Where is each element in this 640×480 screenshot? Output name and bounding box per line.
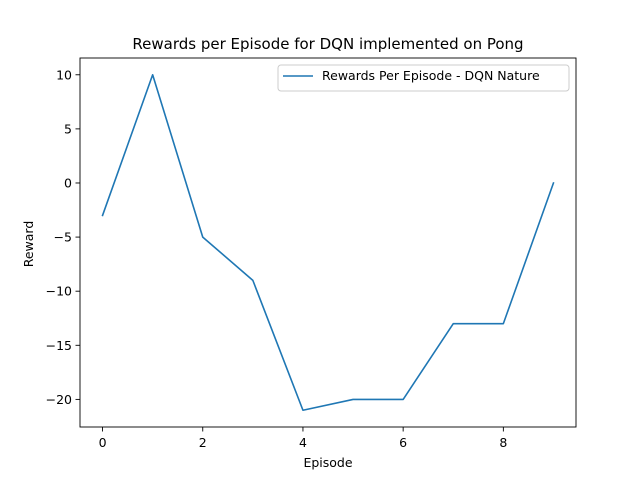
y-tick-label: 5 <box>64 121 72 136</box>
x-tick-label: 0 <box>99 435 107 450</box>
x-tick-label: 2 <box>199 435 207 450</box>
y-axis-label: Reward <box>21 221 36 268</box>
plot-area: 0 2 4 6 8 10 5 0 −5 −10 −15 −20 <box>46 57 577 450</box>
y-tick-label: −15 <box>46 338 72 353</box>
y-tick-label: 10 <box>56 67 72 82</box>
y-tick-label: −10 <box>46 284 72 299</box>
series-line-0 <box>101 73 555 412</box>
y-tick-label: −20 <box>46 392 72 407</box>
x-tick-label: 4 <box>299 435 307 450</box>
legend: Rewards Per Episode - DQN Nature <box>277 64 570 92</box>
x-axis-label: Episode <box>303 455 352 470</box>
chart-title: Rewards per Episode for DQN implemented … <box>132 35 523 53</box>
x-tick-label: 8 <box>499 435 507 450</box>
y-tick-label: −5 <box>54 230 72 245</box>
x-tick-label: 6 <box>399 435 407 450</box>
legend-label: Rewards Per Episode - DQN Nature <box>322 68 540 83</box>
legend-box <box>277 64 570 92</box>
y-tick-label: 0 <box>64 175 72 190</box>
plot-frame <box>79 57 577 428</box>
